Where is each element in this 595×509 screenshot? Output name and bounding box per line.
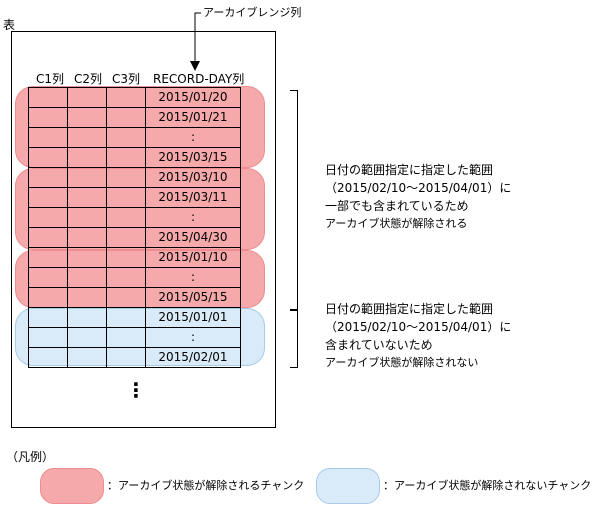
legend-released-label: ：アーカイブ状態が解除されるチャンク: [107, 479, 305, 492]
empty-cell: [28, 147, 68, 168]
record-day-cell: :: [145, 127, 241, 148]
empty-cell: [106, 247, 146, 268]
empty-cell: [106, 207, 146, 228]
empty-cell: [67, 327, 107, 348]
table-row: 2015/02/01: [28, 347, 241, 368]
record-day-cell: 2015/05/15: [145, 287, 241, 308]
empty-cell: [106, 87, 146, 108]
empty-cell: [67, 187, 107, 208]
empty-cell: [28, 247, 68, 268]
record-day-cell: 2015/01/20: [145, 87, 241, 108]
record-day-cell: 2015/04/30: [145, 227, 241, 248]
empty-cell: [106, 127, 146, 148]
record-day-cell: 2015/03/15: [145, 147, 241, 168]
empty-cell: [67, 347, 107, 368]
table-row: 2015/04/30: [28, 227, 241, 248]
empty-cell: [67, 167, 107, 188]
column-header-c3: C3列: [112, 72, 141, 86]
archive-range-column-label: アーカイブレンジ列: [203, 6, 302, 19]
empty-cell: [28, 207, 68, 228]
table-row: :: [28, 207, 241, 228]
legend-not-released-label: ：アーカイブ状態が解除されないチャンク: [383, 479, 592, 492]
annotation-released-line-2: （2015/02/10～2015/04/01）に: [325, 181, 512, 195]
legend-title: （凡例）: [6, 450, 55, 464]
table-row: :: [28, 267, 241, 288]
empty-cell: [67, 147, 107, 168]
table-row: 2015/03/15: [28, 147, 241, 168]
column-header-record-day: RECORD-DAY列: [153, 72, 245, 86]
annotation-not-released-line-3: 含まれていないため: [325, 338, 433, 352]
table-row: :: [28, 127, 241, 148]
empty-cell: [28, 167, 68, 188]
more-rows-ellipsis: ⋮: [126, 378, 146, 402]
data-grid: 2015/01/20 2015/01/21:2015/03/15 2015/03/1…: [28, 87, 241, 368]
empty-cell: [28, 107, 68, 128]
legend-released-swatch: [40, 468, 104, 504]
annotation-released: 日付の範囲指定に指定した範囲 （2015/02/10～2015/04/01）に …: [325, 161, 511, 233]
empty-cell: [106, 107, 146, 128]
empty-cell: [67, 287, 107, 308]
empty-cell: [106, 327, 146, 348]
empty-cell: [28, 287, 68, 308]
annotation-released-line-4: アーカイブ状態が解除される: [325, 217, 468, 230]
record-day-cell: 2015/03/11: [145, 187, 241, 208]
empty-cell: [67, 247, 107, 268]
table-label: 表: [3, 18, 16, 32]
empty-cell: [28, 307, 68, 328]
empty-cell: [106, 267, 146, 288]
table-row: :: [28, 327, 241, 348]
annotation-not-released: 日付の範囲指定に指定した範囲 （2015/02/10～2015/04/01）に …: [325, 300, 511, 372]
annotation-not-released-line-4: アーカイブ状態が解除されない: [325, 356, 479, 369]
empty-cell: [106, 187, 146, 208]
empty-cell: [28, 87, 68, 108]
table-row: 2015/03/10: [28, 167, 241, 188]
record-day-cell: :: [145, 327, 241, 348]
annotation-released-line-3: 一部でも含まれているため: [325, 199, 469, 213]
empty-cell: [106, 147, 146, 168]
empty-cell: [106, 287, 146, 308]
annotation-not-released-line-2: （2015/02/10～2015/04/01）に: [325, 320, 512, 334]
empty-cell: [106, 307, 146, 328]
bracket-not-released: [290, 310, 298, 368]
empty-cell: [106, 227, 146, 248]
annotation-not-released-line-1: 日付の範囲指定に指定した範囲: [325, 302, 494, 316]
table-row: 2015/01/21: [28, 107, 241, 128]
empty-cell: [28, 347, 68, 368]
annotation-released-line-1: 日付の範囲指定に指定した範囲: [325, 163, 494, 177]
table-row: 2015/01/20: [28, 87, 241, 108]
empty-cell: [67, 127, 107, 148]
table-row: 2015/01/01: [28, 307, 241, 328]
table-frame: [11, 31, 276, 428]
empty-cell: [28, 327, 68, 348]
record-day-cell: 2015/03/10: [145, 167, 241, 188]
empty-cell: [106, 347, 146, 368]
record-day-cell: 2015/01/01: [145, 307, 241, 328]
empty-cell: [67, 307, 107, 328]
empty-cell: [67, 107, 107, 128]
table-row: 2015/03/11: [28, 187, 241, 208]
empty-cell: [28, 187, 68, 208]
column-header-c1: C1列: [36, 72, 65, 86]
empty-cell: [67, 87, 107, 108]
record-day-cell: 2015/01/10: [145, 247, 241, 268]
empty-cell: [28, 227, 68, 248]
empty-cell: [106, 167, 146, 188]
empty-cell: [28, 127, 68, 148]
empty-cell: [28, 267, 68, 288]
legend-not-released-swatch: [316, 468, 380, 504]
record-day-cell: :: [145, 207, 241, 228]
bracket-released: [290, 90, 298, 310]
record-day-cell: :: [145, 267, 241, 288]
record-day-cell: 2015/01/21: [145, 107, 241, 128]
record-day-cell: 2015/02/01: [145, 347, 241, 368]
table-row: 2015/01/10: [28, 247, 241, 268]
table-row: 2015/05/15: [28, 287, 241, 308]
empty-cell: [67, 227, 107, 248]
column-header-c2: C2列: [74, 72, 103, 86]
archive-range-arrow: [190, 12, 201, 71]
empty-cell: [67, 207, 107, 228]
empty-cell: [67, 267, 107, 288]
